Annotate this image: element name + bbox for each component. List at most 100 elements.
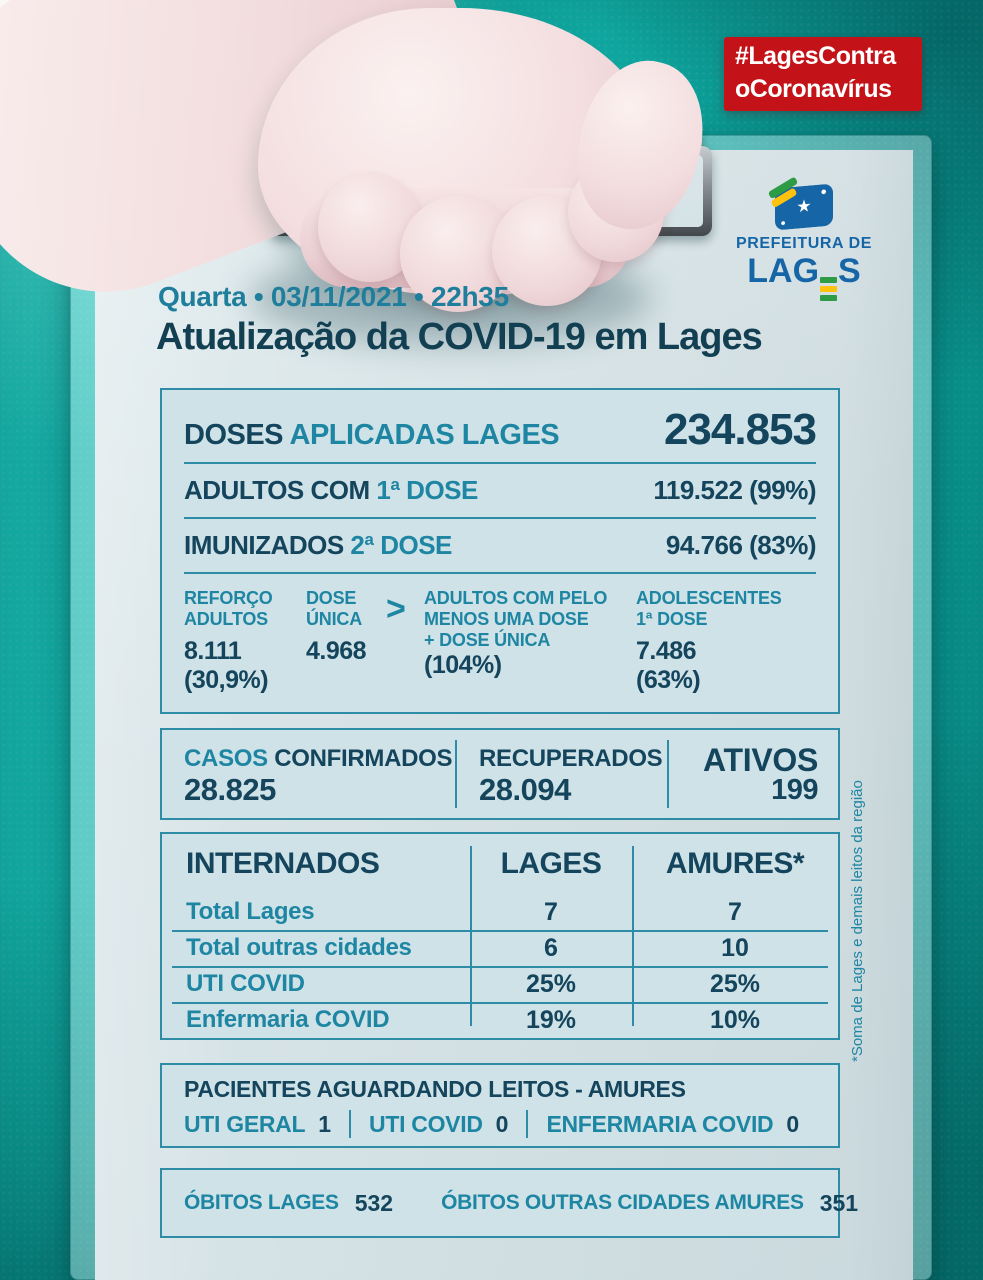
logo-striped-e-icon: [820, 277, 838, 301]
hashtag-line1: #LagesContra: [735, 42, 896, 70]
recovered-value: 28.094: [479, 771, 571, 807]
enfermaria-covid-label: ENFERMARIA COVID: [546, 1110, 774, 1137]
table-row-label: Enfermaria COVID: [186, 1006, 390, 1033]
deaths-other-label: ÓBITOS OUTRAS CIDADES AMURES: [441, 1191, 804, 1214]
single-dose-column: DOSE ÚNICA 4.968: [306, 588, 386, 695]
second-dose-label-teal: 2ª DOSE: [350, 530, 452, 560]
amures-footnote: *Soma de Lages e demais leitos da região: [849, 780, 866, 1062]
divider: [184, 572, 816, 574]
booster-column: REFORÇO ADULTOS 8.111 (30,9%): [184, 588, 306, 695]
column-header-amures: AMURES*: [665, 847, 805, 880]
doses-header-row: DOSES APLICADAS LAGES 234.853: [162, 390, 838, 462]
at-least-one-dose-column: ADULTOS COM PELO MENOS UMA DOSE + DOSE Ú…: [424, 588, 636, 695]
deaths-lages-label: ÓBITOS LAGES: [184, 1191, 339, 1214]
first-dose-row: ADULTOS COM 1ª DOSE 119.522 (99%): [162, 464, 838, 517]
table-cell: 25%: [709, 969, 761, 998]
booster-label-1: REFORÇO: [184, 588, 273, 608]
booster-percent: (30,9%): [184, 666, 269, 694]
recovered-cases-cell: RECUPERADOS 28.094: [455, 740, 667, 808]
deaths-lages-value: 532: [354, 1189, 394, 1216]
confirmed-cases-label: CASOS CONFIRMADOS: [184, 744, 453, 773]
inpatients-title: INTERNADOS: [186, 847, 380, 880]
adolescents-column: ADOLESCENTES 1ª DOSE 7.486 (63%): [636, 588, 816, 695]
doses-label-dark: DOSES: [184, 419, 284, 451]
first-dose-label-dark: ADULTOS COM: [184, 475, 370, 505]
doses-header-label: DOSES APLICADAS LAGES: [184, 419, 560, 452]
table-cell: 7: [728, 897, 742, 926]
table-cell: 19%: [525, 1005, 577, 1034]
page-title: Atualização da COVID-19 em Lages: [156, 316, 763, 358]
adolescents-label-1: ADOLESCENTES: [636, 588, 782, 608]
uti-covid-label: UTI COVID: [369, 1110, 483, 1137]
divider: [172, 930, 828, 932]
divider: [184, 462, 816, 464]
uti-geral-value: 1: [318, 1110, 332, 1137]
lages-flag-icon: ★: [767, 176, 833, 231]
uti-covid-value: 0: [495, 1110, 509, 1137]
divider: [632, 846, 634, 1026]
prefeitura-lages-logo: ★ PREFEITURA DE LAG S: [728, 176, 880, 301]
first-dose-value: 119.522 (99%): [653, 475, 816, 505]
table-cell: 25%: [525, 969, 577, 998]
aloud-label-1: ADULTOS COM PELO: [424, 588, 608, 608]
active-cases-cell: ATIVOS 199: [667, 740, 838, 808]
divider: [349, 1110, 352, 1138]
table-row-label: Total outras cidades: [186, 934, 412, 961]
enfermaria-covid-value: 0: [786, 1110, 800, 1137]
doses-total-value: 234.853: [663, 405, 817, 454]
confirmed-label-dark: CONFIRMADOS: [274, 744, 453, 772]
hashtag-line2: oCoronavírus: [735, 75, 892, 103]
waiting-patients-panel: PACIENTES AGUARDANDO LEITOS - AMURES UTI…: [160, 1063, 840, 1148]
table-cell: 10%: [709, 1005, 761, 1034]
inpatients-panel: INTERNADOS LAGES AMURES* Total Lages 7 7…: [160, 832, 840, 1040]
waiting-panel-row: UTI GERAL 1 UTI COVID 0 ENFERMARIA COVID…: [184, 1110, 816, 1138]
inpatients-table: INTERNADOS LAGES AMURES* Total Lages 7 7…: [162, 834, 838, 1038]
divider: [184, 517, 816, 519]
doses-panel: DOSES APLICADAS LAGES 234.853 ADULTOS CO…: [160, 388, 840, 714]
logo-city-line: LAG S: [728, 252, 880, 301]
divider: [526, 1110, 529, 1138]
divider: [172, 966, 828, 968]
adolescents-percent: (63%): [636, 666, 701, 694]
second-dose-row: IMUNIZADOS 2ª DOSE 94.766 (83%): [162, 519, 838, 572]
table-row-label: Total Lages: [186, 898, 315, 925]
single-dose-label-2: ÚNICA: [306, 609, 362, 629]
table-cell: 6: [544, 933, 558, 962]
second-dose-label: IMUNIZADOS 2ª DOSE: [184, 530, 452, 561]
dose-breakdown-row: REFORÇO ADULTOS 8.111 (30,9%) DOSE ÚNICA…: [162, 574, 838, 695]
confirmed-cases-cell: CASOS CONFIRMADOS 28.825: [162, 740, 455, 808]
table-cell: 7: [544, 897, 558, 926]
booster-value: 8.111: [184, 637, 242, 665]
flag-star-icon: ★: [796, 196, 812, 217]
logo-org-line: PREFEITURA DE: [735, 235, 873, 252]
first-dose-label-teal: 1ª DOSE: [376, 475, 478, 505]
campaign-hashtag-badge: #LagesContra oCoronavírus: [724, 37, 922, 111]
uti-geral-label: UTI GERAL: [184, 1110, 306, 1137]
adolescents-label-2: 1ª DOSE: [636, 609, 708, 629]
divider: [172, 1002, 828, 1004]
table-row-label: UTI COVID: [186, 970, 305, 997]
confirmed-label-teal: CASOS: [184, 744, 268, 772]
column-header-lages: LAGES: [500, 847, 602, 880]
cases-panel: CASOS CONFIRMADOS 28.825 RECUPERADOS 28.…: [160, 728, 840, 820]
aloud-label-2: MENOS UMA DOSE: [424, 609, 589, 629]
divider: [470, 846, 472, 1026]
active-value: 199: [771, 774, 818, 806]
greater-than-icon: >: [386, 590, 406, 628]
active-label: ATIVOS: [703, 742, 818, 778]
deaths-other-value: 351: [819, 1189, 859, 1216]
first-dose-label: ADULTOS COM 1ª DOSE: [184, 475, 478, 506]
recovered-label: RECUPERADOS: [479, 744, 663, 772]
adolescents-value: 7.486: [636, 637, 697, 665]
table-cell: 10: [721, 933, 749, 962]
deaths-panel: ÓBITOS LAGES 532 ÓBITOS OUTRAS CIDADES A…: [160, 1168, 858, 1238]
doses-label-teal: APLICADAS LAGES: [289, 419, 560, 451]
aloud-percent: (104%): [424, 651, 502, 679]
bulletin-datetime: Quarta • 03/11/2021 • 22h35: [158, 281, 509, 312]
waiting-panel-title: PACIENTES AGUARDANDO LEITOS - AMURES: [184, 1076, 686, 1102]
aloud-label-3: + DOSE ÚNICA: [424, 630, 551, 650]
confirmed-cases-value: 28.825: [184, 771, 276, 807]
single-dose-label-1: DOSE: [306, 588, 357, 608]
logo-city-pre: LAG: [747, 252, 820, 290]
